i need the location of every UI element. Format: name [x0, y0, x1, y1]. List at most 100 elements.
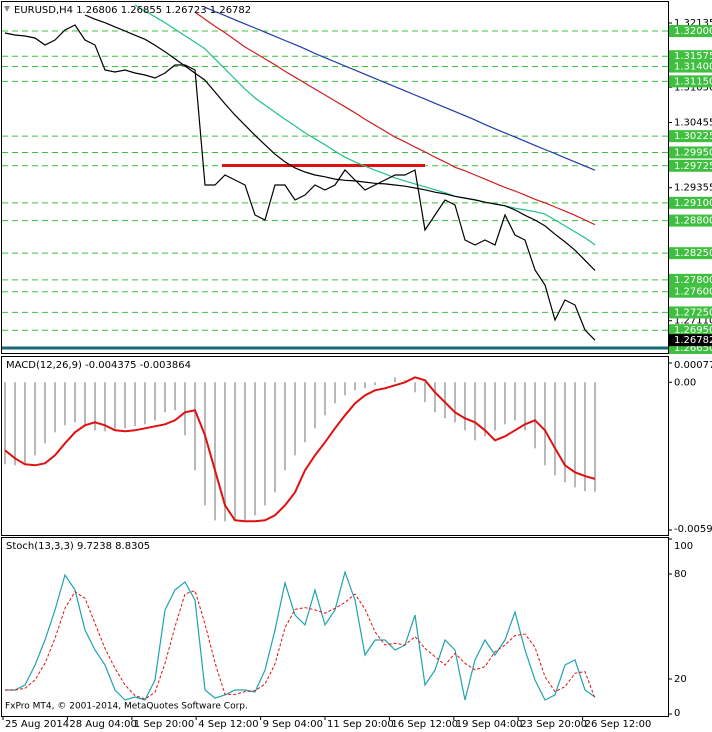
level-label-box [669, 306, 712, 319]
macd-bar [324, 382, 326, 416]
panel-title: EURUSD,H4 1.26806 1.26855 1.26723 1.2678… [14, 5, 251, 16]
level-label-box [669, 159, 712, 172]
level-label-box [669, 146, 712, 159]
level-label-box [669, 130, 712, 143]
macd-bar [424, 382, 426, 403]
level-label: 1.27800 [674, 275, 712, 286]
level-label: 1.31400 [674, 62, 712, 73]
macd-bar [574, 382, 576, 488]
macd-bar [474, 382, 476, 441]
macd-bar [544, 382, 546, 466]
level-label: 1.29100 [674, 198, 712, 209]
macd-bar [374, 382, 376, 386]
level-label: 1.28250 [674, 248, 712, 259]
macd-bar [414, 382, 416, 393]
macd-bar [244, 382, 246, 521]
macd-bar [74, 382, 76, 423]
last-price-box [669, 334, 712, 347]
symbol-icon [4, 6, 10, 12]
macd-bar [64, 382, 66, 426]
x-tick-label: 26 Sep 12:00 [585, 719, 652, 730]
macd-bar [184, 382, 186, 436]
level-label: 1.30225 [674, 131, 712, 142]
y-tick-label: 1.32135 [674, 18, 712, 29]
x-tick-label: 4 Sep 12:00 [198, 719, 258, 730]
x-tick-label: 28 Aug 04:00 [69, 719, 136, 730]
x-tick-label: 11 Sep 20:00 [327, 719, 394, 730]
price-panel-frame [1, 1, 669, 354]
level-label: 1.31575 [674, 51, 712, 62]
panel-title: Stoch(13,3,3) 9.7238 8.8305 [6, 541, 150, 552]
moving-average [134, 4, 596, 246]
level-label: 1.29725 [674, 161, 712, 172]
level-label: 1.26650 [674, 343, 712, 354]
x-tick-label: 19 Sep 04:00 [456, 719, 523, 730]
y-tick-label: 0.00 [674, 377, 696, 388]
x-tick-label: 16 Sep 12:00 [391, 719, 458, 730]
macd-bar [24, 382, 26, 464]
macd-bar [104, 382, 106, 432]
macd-bar [154, 382, 156, 421]
close-line [4, 24, 596, 341]
level-label-box [669, 75, 712, 88]
y-tick-label: 1.29355 [674, 183, 712, 194]
macd-bar [514, 382, 516, 421]
macd-bar [144, 382, 146, 425]
macd-bar [434, 382, 436, 413]
macd-bar [204, 382, 206, 506]
level-label-box [669, 247, 712, 260]
macd-bar [14, 382, 16, 466]
macd-bar [214, 382, 216, 521]
y-tick-label: 1.30455 [674, 118, 712, 129]
stoch-plot [5, 570, 596, 701]
x-tick-label: 1 Sep 20:00 [134, 719, 194, 730]
macd-bar [594, 382, 596, 492]
macd-bar [4, 382, 6, 465]
level-label-box [669, 324, 712, 337]
macd-bar [364, 382, 366, 389]
macd-bar [294, 382, 296, 456]
macd-bar [164, 382, 166, 413]
level-label: 1.27250 [674, 307, 712, 318]
level-label: 1.29950 [674, 147, 712, 158]
macd-bar [314, 382, 316, 429]
macd-bar [134, 382, 136, 427]
macd-plot [4, 376, 596, 523]
y-tick-label: 1.31050 [674, 82, 712, 93]
level-label-box [669, 285, 712, 298]
macd-bar [464, 382, 466, 431]
y-tick-label: -0.005906 [674, 524, 712, 535]
y-tick-label: 1.27110 [674, 316, 712, 327]
macd-bar [44, 382, 46, 444]
macd-bar [554, 382, 556, 476]
macd-bar [274, 382, 276, 493]
macd-bar [254, 382, 256, 516]
last-price-label: 1.26782 [674, 335, 712, 346]
macd-bar [304, 382, 306, 443]
moving-average [204, 6, 596, 171]
price-plot [2, 4, 668, 350]
level-label: 1.31150 [674, 76, 712, 87]
level-label-box [669, 50, 712, 63]
y-tick-label: 0 [674, 708, 680, 719]
macd-bar [524, 382, 526, 431]
stoch-panel-frame [1, 537, 669, 717]
level-label: 1.26950 [674, 325, 712, 336]
footer: FxPro MT4, © 2001-2014, MetaQuotes Softw… [5, 702, 248, 712]
moving-average [84, 14, 596, 271]
level-label-box [669, 60, 712, 73]
level-label-box [669, 25, 712, 38]
y-tick-label: 0.00077 [674, 360, 712, 371]
stoch-signal [5, 589, 596, 700]
macd-bar [484, 382, 486, 437]
panel-title: MACD(12,26,9) -0.004375 -0.003864 [6, 360, 191, 371]
macd-bar [284, 382, 286, 471]
macd-bar [504, 382, 506, 425]
macd-bar [114, 382, 116, 431]
level-label: 1.27600 [674, 287, 712, 298]
stoch-main [5, 570, 596, 701]
x-tick-label: 23 Sep 20:00 [520, 719, 587, 730]
macd-bar [384, 382, 386, 383]
